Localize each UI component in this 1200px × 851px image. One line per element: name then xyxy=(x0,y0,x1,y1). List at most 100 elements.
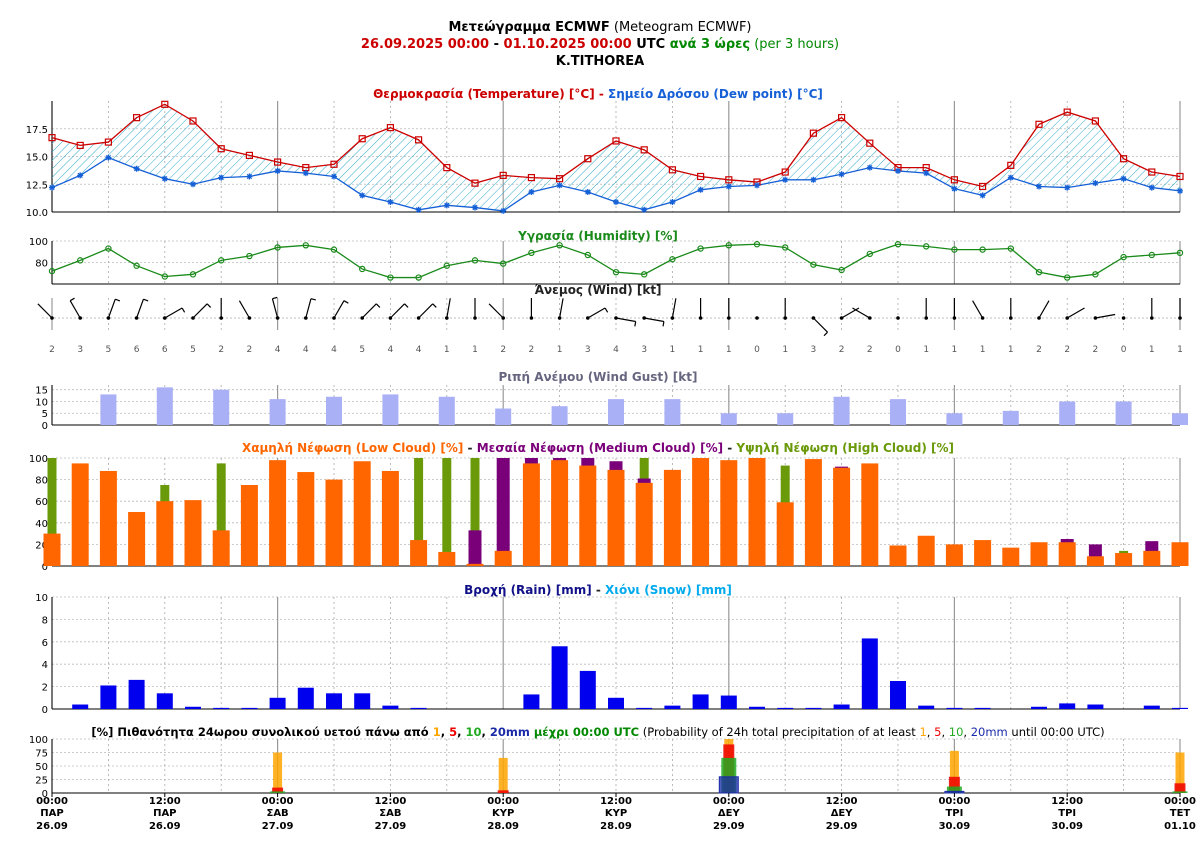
wind-barb-flag xyxy=(662,321,665,327)
x-label-time: 00:00 xyxy=(487,796,519,807)
high-cloud-bar xyxy=(216,463,226,566)
rain-bar xyxy=(213,707,230,709)
dewpoint-point xyxy=(1120,175,1127,182)
header-step-gr: ανά 3 ώρες xyxy=(670,37,750,52)
dewpoint-point xyxy=(1177,187,1183,194)
wind-speed-label: 2 xyxy=(247,345,253,355)
wind-barb-shaft xyxy=(271,298,279,319)
humidity-point xyxy=(1120,253,1127,261)
humidity-point xyxy=(415,274,422,281)
x-label-date: 27.09 xyxy=(375,821,407,832)
wind-speed-label: 1 xyxy=(1177,345,1183,355)
wind-speed-label: 4 xyxy=(613,345,619,355)
dewpoint-point xyxy=(697,186,704,193)
precip-panel-ytick-label: 0 xyxy=(42,705,48,716)
wind-speed-label: 5 xyxy=(190,345,196,355)
wind-barb-shaft xyxy=(972,300,984,319)
probability-panel-ytick-label: 100 xyxy=(29,735,48,746)
dewpoint-point xyxy=(895,167,901,174)
wind-barb-flag xyxy=(375,303,381,308)
rain-bar xyxy=(1143,705,1160,709)
dewpoint-point xyxy=(274,167,281,174)
precip-panel-title: Βροχή (Rain) [mm] - Χιόνι (Snow) [mm] xyxy=(464,583,732,597)
low-cloud-bar xyxy=(381,470,399,566)
low-cloud-bar xyxy=(579,465,597,566)
low-cloud-bar xyxy=(692,458,710,566)
probability-1mm-bar xyxy=(949,750,959,793)
prob-title-en-d1: , xyxy=(927,725,934,739)
wind-gust-bar xyxy=(1172,413,1188,425)
humidity-point xyxy=(1148,251,1156,259)
dewpoint-point xyxy=(613,199,619,206)
wind-speed-label: 1 xyxy=(980,345,986,355)
wind-speed-label: 2 xyxy=(839,345,845,355)
low-cloud-bar xyxy=(297,472,315,566)
wind-gust-bar xyxy=(664,399,681,425)
dewpoint-point xyxy=(1148,184,1155,191)
probability-10mm-bar xyxy=(270,791,286,793)
wind-speed-label: 6 xyxy=(162,345,168,355)
precip-title-sep: - xyxy=(592,583,605,597)
rain-bar xyxy=(664,705,681,709)
low-cloud-bar xyxy=(833,467,851,566)
wind-speed-label: 2 xyxy=(500,345,506,355)
dewpoint-point xyxy=(443,202,450,209)
probability-panel-ytick-label: 0 xyxy=(42,789,48,800)
cloud-panel-ytick-label: 0 xyxy=(42,562,48,573)
probability-1mm-bar xyxy=(498,757,508,793)
low-cloud-title: Χαμηλή Νέφωση (Low Cloud) [%] xyxy=(242,441,463,455)
rain-bar xyxy=(777,707,794,709)
wind-speed-label: 3 xyxy=(77,345,83,355)
x-label-time: 00:00 xyxy=(1164,796,1196,807)
humidity-point xyxy=(753,241,761,248)
prob-title-c2: , xyxy=(457,725,465,739)
wind-speed-label: 3 xyxy=(811,345,817,355)
rain-bar xyxy=(1031,706,1047,709)
low-cloud-bar xyxy=(1030,542,1048,566)
humidity-point xyxy=(161,273,168,280)
wind-barb-shaft xyxy=(192,303,208,319)
dewpoint-point xyxy=(810,176,817,183)
prob-title-en-5: 5 xyxy=(934,725,941,739)
probability-10mm-bar xyxy=(946,786,962,793)
temperature-point xyxy=(837,114,846,122)
low-cloud-bar xyxy=(240,485,258,566)
wind-gust-bar xyxy=(890,399,906,425)
wind-barb-flag xyxy=(634,321,637,327)
humidity-point xyxy=(810,261,817,268)
temperature-point xyxy=(189,117,197,125)
wind-speed-label: 1 xyxy=(472,345,478,355)
probability-panel-ytick-label: 75 xyxy=(35,749,48,760)
low-cloud-bar xyxy=(494,550,512,566)
wind-speed-label: 1 xyxy=(444,345,450,355)
wind-gust-bar xyxy=(608,399,624,425)
wind-speed-label: 4 xyxy=(331,345,337,355)
prob-title-en: (Probability of 24h total precipitation … xyxy=(639,725,919,739)
rain-bar xyxy=(551,646,568,709)
low-cloud-bar xyxy=(410,540,428,566)
probability-1mm-bar xyxy=(273,752,283,793)
humidity-point xyxy=(782,244,789,251)
low-cloud-bar xyxy=(438,551,456,566)
dewpoint-point xyxy=(1064,184,1071,191)
probability-5mm-bar xyxy=(1174,783,1186,793)
x-label-day: ΤΕΤ xyxy=(1170,808,1191,819)
dewpoint-point xyxy=(161,175,168,182)
wind-barb-flag xyxy=(272,296,278,300)
wind-barb-shaft xyxy=(559,298,564,319)
wind-gust-bar xyxy=(1002,410,1019,425)
wind-gust-bar xyxy=(156,387,173,425)
snow-title: Χιόνι (Snow) [mm] xyxy=(605,583,732,597)
humidity-point xyxy=(556,242,563,249)
temperature-point xyxy=(161,100,169,108)
wind-station-dot xyxy=(1093,316,1098,320)
temperature-point xyxy=(1148,168,1156,176)
x-label-day: ΔΕΥ xyxy=(831,808,854,819)
wind-speed-label: 2 xyxy=(218,345,224,355)
wind-barb-shaft xyxy=(238,300,250,319)
x-label-date: 28.09 xyxy=(600,821,632,832)
rain-bar xyxy=(579,670,596,709)
x-label-date: 28.09 xyxy=(487,821,519,832)
prob-title-en-1: 1 xyxy=(919,725,926,739)
